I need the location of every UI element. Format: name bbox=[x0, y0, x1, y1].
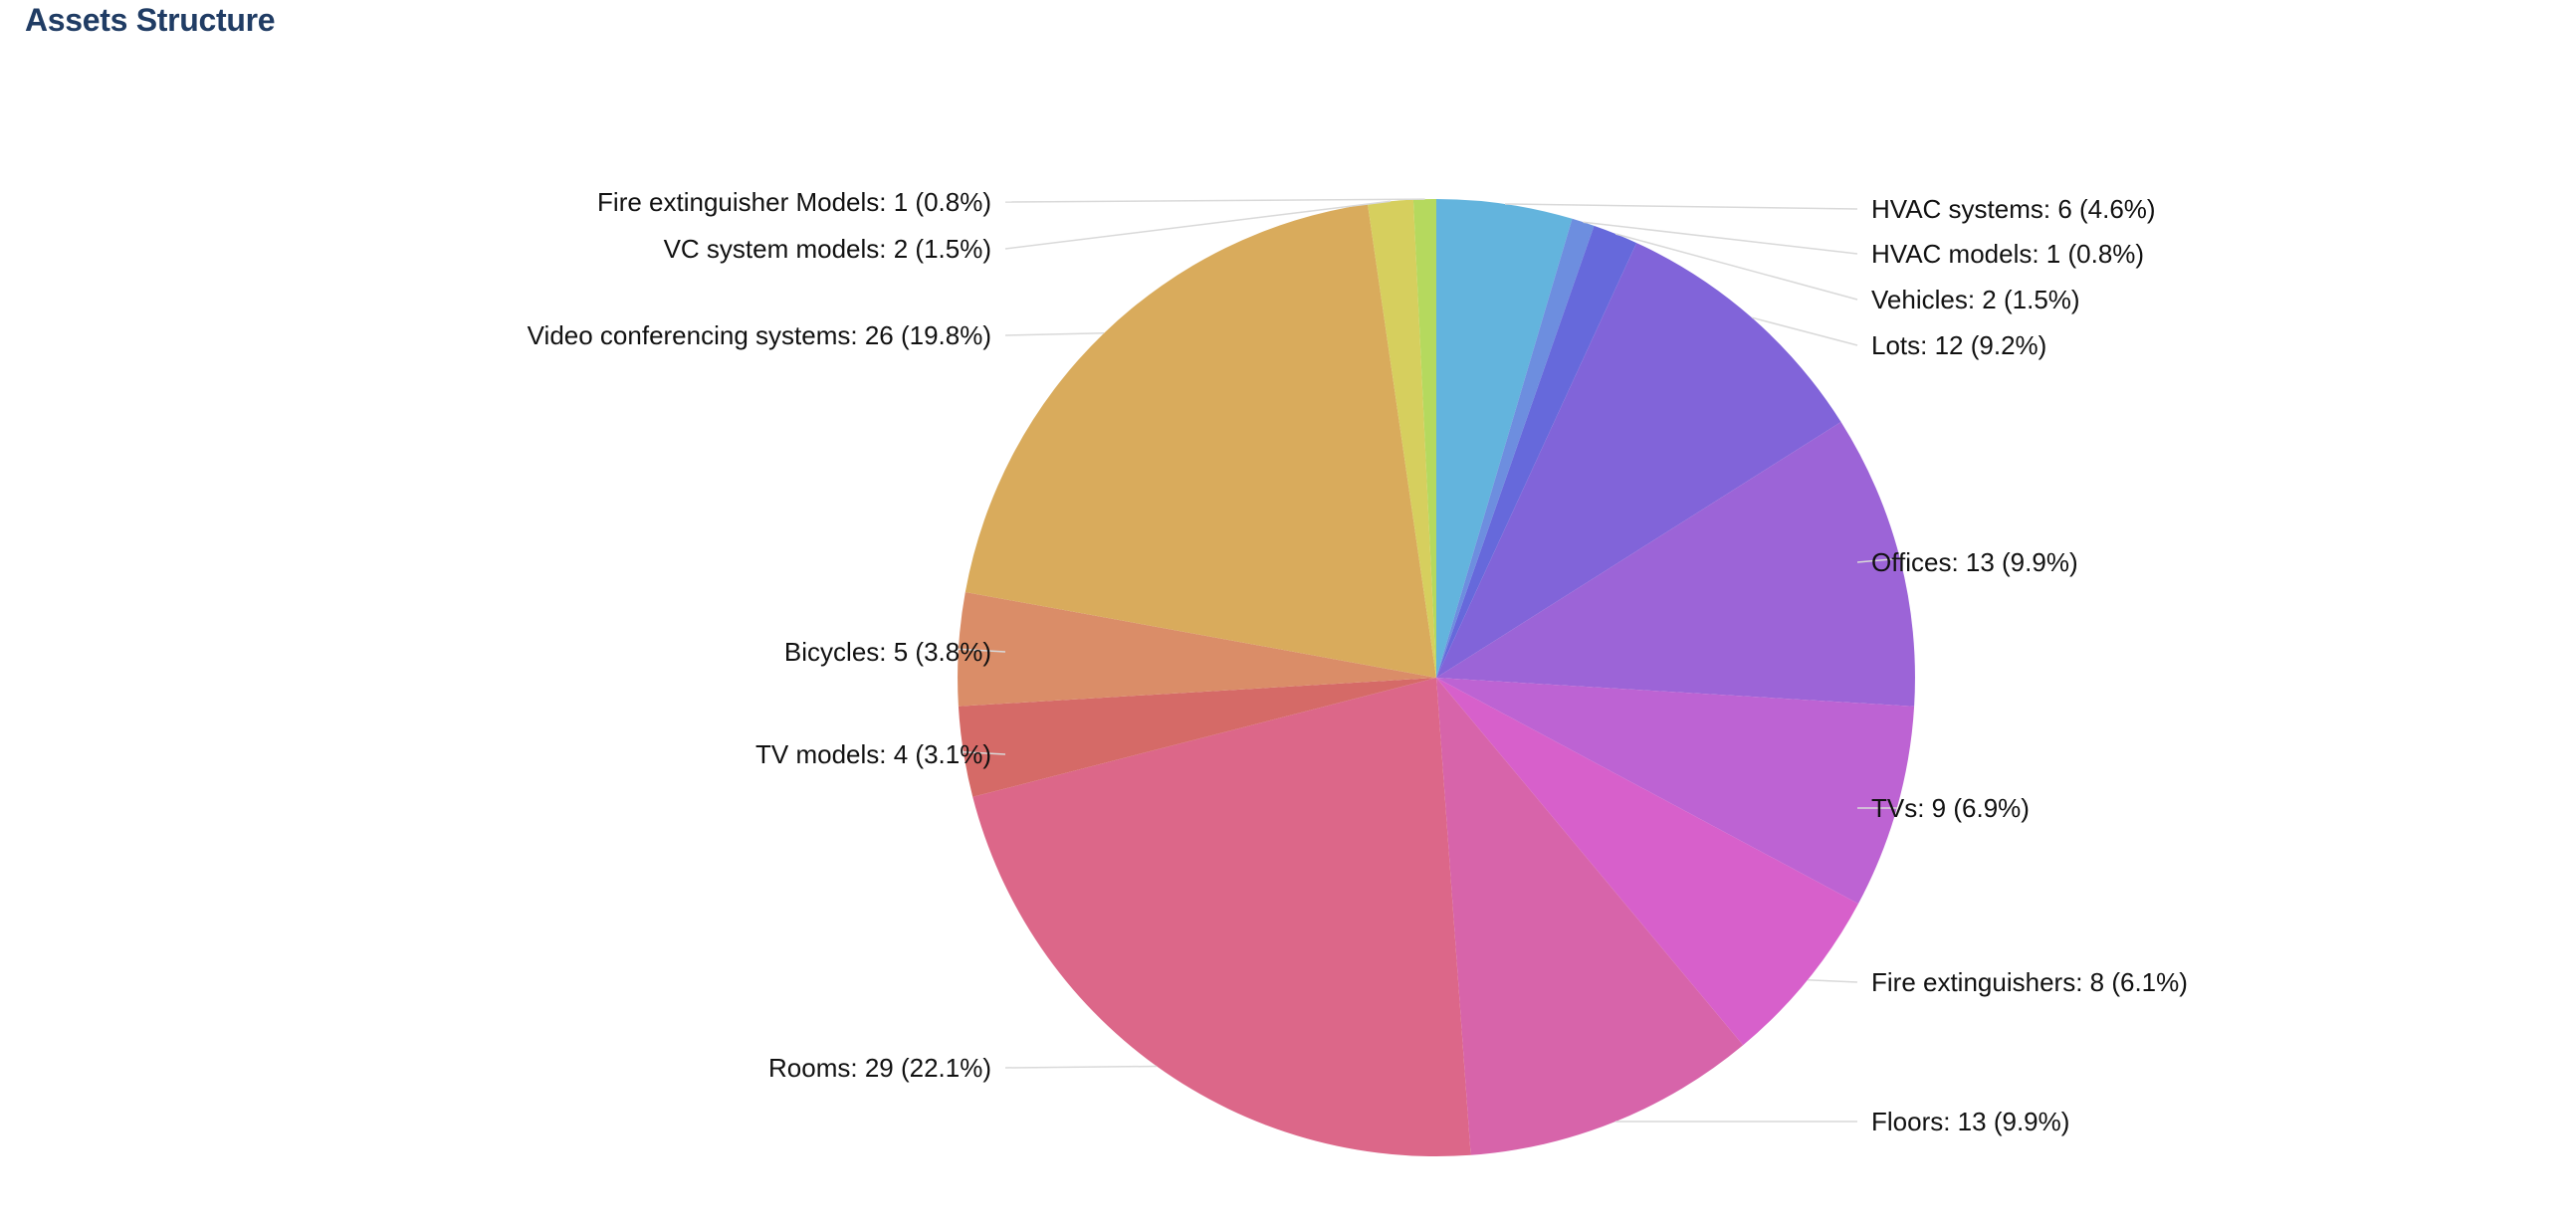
label-line-rooms bbox=[1004, 1065, 1158, 1069]
label-line-bicycles bbox=[958, 648, 1006, 653]
pie-slice-vehicles[interactable] bbox=[1436, 225, 1637, 678]
pie-slice-hvac-models[interactable] bbox=[1436, 218, 1595, 679]
pie-label-hvac-models: HVAC models: 1 (0.8%) bbox=[1871, 239, 2144, 269]
pie-label-video-conferencing-systems: Video conferencing systems: 26 (19.8%) bbox=[528, 320, 991, 350]
pie-label-hvac-systems: HVAC systems: 6 (4.6%) bbox=[1871, 194, 2156, 224]
pie-slice-hvac-systems[interactable] bbox=[1436, 199, 1573, 678]
pie-label-bicycles: Bicycles: 5 (3.8%) bbox=[784, 637, 991, 667]
label-line-vc-system-models bbox=[1004, 200, 1391, 250]
pie-label-tv-models: TV models: 4 (3.1%) bbox=[755, 739, 991, 769]
pie-slice-fire-extinguisher-models[interactable] bbox=[1412, 199, 1436, 678]
pie-slices-group bbox=[958, 199, 1915, 1157]
pie-slice-offices[interactable] bbox=[1436, 422, 1915, 707]
label-line-vehicles bbox=[1614, 233, 1858, 301]
label-line-hvac-systems bbox=[1504, 203, 1858, 210]
pie-label-floors: Floors: 13 (9.9%) bbox=[1871, 1107, 2069, 1136]
pie-slice-lots[interactable] bbox=[1436, 243, 1841, 678]
pie-slice-floors[interactable] bbox=[1436, 678, 1744, 1155]
labels-group: HVAC systems: 6 (4.6%) HVAC models: 1 (0.… bbox=[528, 187, 2188, 1136]
label-line-lots bbox=[1751, 316, 1858, 346]
label-line-video-conferencing-systems bbox=[1004, 332, 1105, 336]
pie-slice-fire-extinguishers[interactable] bbox=[1436, 678, 1858, 1046]
label-line-tv-models bbox=[963, 750, 1006, 755]
pie-label-vehicles: Vehicles: 2 (1.5%) bbox=[1871, 285, 2080, 314]
pie-label-offices: Offices: 13 (9.9%) bbox=[1871, 547, 2078, 577]
label-line-offices bbox=[1856, 557, 1900, 563]
pie-label-tvs: TVs: 9 (6.9%) bbox=[1871, 793, 2030, 823]
pie-label-lots: Lots: 12 (9.2%) bbox=[1871, 330, 2046, 360]
label-line-fire-extinguishers bbox=[1807, 978, 1858, 983]
pie-slice-rooms[interactable] bbox=[972, 678, 1471, 1157]
pie-label-rooms: Rooms: 29 (22.1%) bbox=[768, 1053, 991, 1083]
page-title: Assets Structure bbox=[25, 2, 276, 38]
pie-label-fire-extinguisher-models: Fire extinguisher Models: 1 (0.8%) bbox=[597, 187, 991, 217]
pie-slice-vc-system-models[interactable] bbox=[1368, 199, 1436, 678]
pie-slice-video-conferencing-systems[interactable] bbox=[965, 204, 1436, 678]
label-line-hvac-models bbox=[1583, 221, 1858, 255]
pie-slice-tvs[interactable] bbox=[1436, 678, 1915, 905]
pie-label-fire-extinguishers: Fire extinguishers: 8 (6.1%) bbox=[1871, 967, 2188, 997]
pie-slice-bicycles[interactable] bbox=[958, 592, 1436, 707]
label-lines-group bbox=[958, 198, 1900, 1123]
label-line-fire-extinguisher-models bbox=[1004, 198, 1425, 203]
pie-label-vc-system-models: VC system models: 2 (1.5%) bbox=[664, 234, 991, 264]
pie-slice-tv-models[interactable] bbox=[958, 678, 1436, 797]
